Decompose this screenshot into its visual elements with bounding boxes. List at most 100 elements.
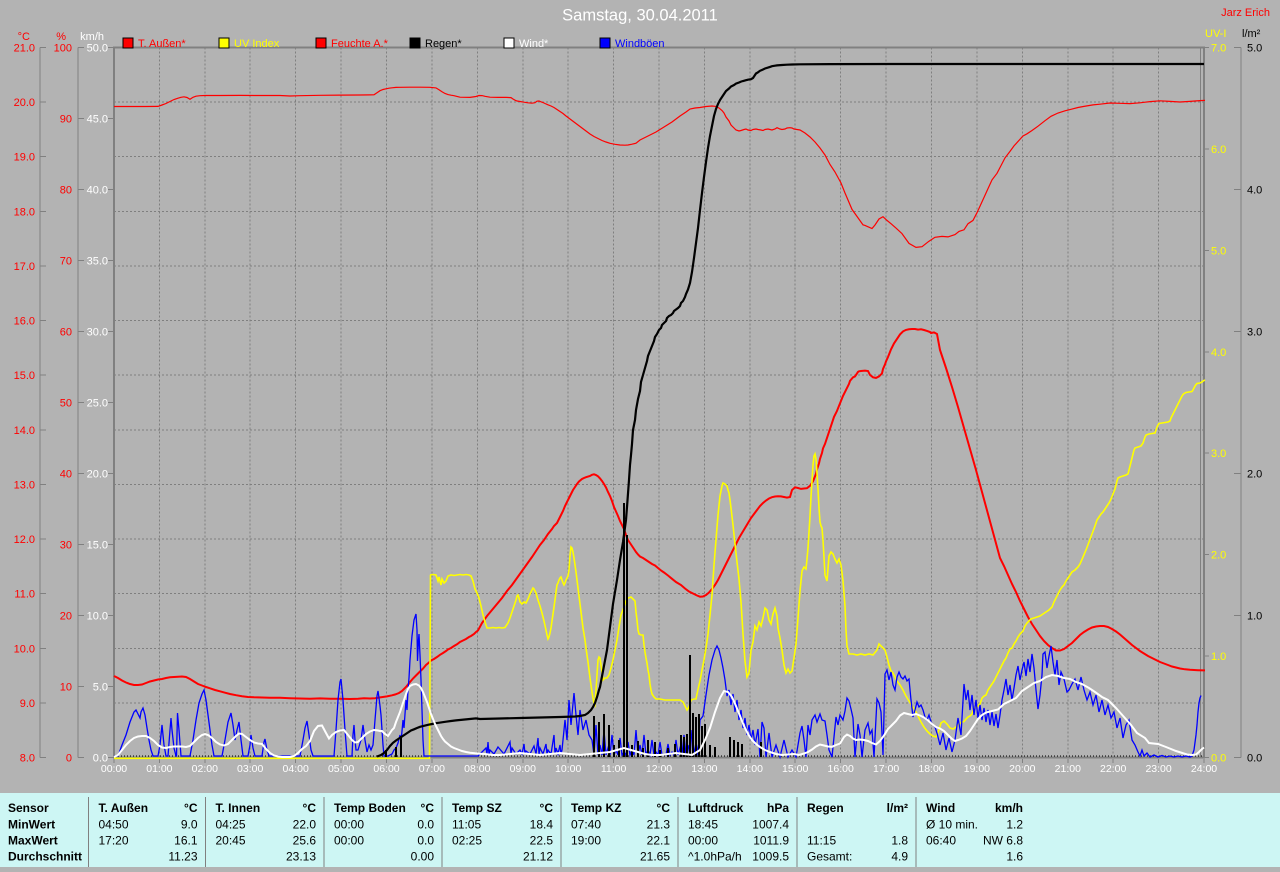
svg-text:07:40: 07:40 [571, 818, 601, 832]
svg-text:10.0: 10.0 [14, 643, 35, 655]
svg-text:°C: °C [540, 801, 554, 815]
svg-text:hPa: hPa [767, 801, 789, 815]
svg-text:8.0: 8.0 [20, 753, 35, 765]
svg-text:Wind*: Wind* [519, 38, 549, 50]
svg-text:18.0: 18.0 [14, 206, 35, 218]
svg-text:9.0: 9.0 [181, 818, 198, 832]
svg-text:07:00: 07:00 [419, 763, 445, 775]
svg-text:°C: °C [184, 801, 198, 815]
svg-text:04:25: 04:25 [216, 818, 246, 832]
svg-text:23:00: 23:00 [1145, 763, 1171, 775]
svg-text:19:00: 19:00 [571, 834, 601, 848]
svg-text:21.65: 21.65 [640, 850, 670, 864]
svg-text:km/h: km/h [80, 31, 104, 43]
svg-text:00:00: 00:00 [688, 834, 718, 848]
svg-text:05:00: 05:00 [328, 763, 354, 775]
svg-text:1.0: 1.0 [1247, 611, 1262, 623]
svg-text:1011.9: 1011.9 [753, 834, 789, 848]
svg-text:°C: °C [657, 801, 671, 815]
svg-text:25.6: 25.6 [293, 834, 317, 848]
svg-text:Luftdruck: Luftdruck [688, 801, 744, 815]
svg-text:17.0: 17.0 [14, 261, 35, 273]
svg-text:5.0: 5.0 [1247, 43, 1262, 55]
svg-text:40: 40 [60, 469, 72, 481]
svg-text:11.23: 11.23 [168, 850, 197, 864]
svg-text:22:00: 22:00 [1100, 763, 1126, 775]
svg-text:18:00: 18:00 [918, 763, 944, 775]
svg-text:NW 6.8: NW 6.8 [983, 834, 1023, 848]
svg-text:60: 60 [60, 327, 72, 339]
svg-text:22.1: 22.1 [647, 834, 671, 848]
svg-text:10:00: 10:00 [555, 763, 581, 775]
svg-text:4.0: 4.0 [1247, 185, 1262, 197]
svg-text:01:00: 01:00 [146, 763, 172, 775]
svg-text:0.0: 0.0 [417, 834, 434, 848]
svg-text:20: 20 [60, 611, 72, 623]
svg-text:1.8: 1.8 [891, 834, 908, 848]
svg-text:4.9: 4.9 [891, 850, 908, 864]
svg-text:Temp SZ: Temp SZ [452, 801, 502, 815]
svg-text:24:00: 24:00 [1191, 763, 1217, 775]
svg-text:50: 50 [60, 398, 72, 410]
svg-text:08:00: 08:00 [464, 763, 490, 775]
svg-text:Durchschnitt: Durchschnitt [8, 850, 82, 864]
svg-text:Gesamt:: Gesamt: [807, 850, 852, 864]
svg-text:2.0: 2.0 [1247, 469, 1262, 481]
svg-text:1007.4: 1007.4 [752, 818, 789, 832]
svg-text:14:00: 14:00 [737, 763, 763, 775]
svg-text:T. Außen*: T. Außen* [138, 38, 186, 50]
svg-text:03:00: 03:00 [237, 763, 263, 775]
svg-text:20.0: 20.0 [14, 97, 35, 109]
svg-text:20.0: 20.0 [87, 469, 108, 481]
svg-text:19:00: 19:00 [964, 763, 990, 775]
svg-text:1.2: 1.2 [1006, 818, 1023, 832]
svg-text:Temp Boden: Temp Boden [334, 801, 406, 815]
svg-text:3.0: 3.0 [1211, 448, 1226, 460]
svg-text:16:00: 16:00 [828, 763, 854, 775]
svg-text:Jarz Erich: Jarz Erich [1221, 7, 1270, 19]
svg-text:°C: °C [18, 31, 30, 43]
svg-text:Feuchte A.*: Feuchte A.* [331, 38, 389, 50]
svg-text:0.00: 0.00 [411, 850, 435, 864]
svg-text:40.0: 40.0 [87, 185, 108, 197]
svg-text:22.5: 22.5 [530, 834, 554, 848]
svg-text:23.13: 23.13 [286, 850, 316, 864]
svg-text:Regen: Regen [807, 801, 844, 815]
svg-text:11:00: 11:00 [601, 763, 627, 775]
svg-text:11.0: 11.0 [14, 589, 35, 601]
svg-text:13:00: 13:00 [691, 763, 717, 775]
svg-text:Regen*: Regen* [425, 38, 462, 50]
svg-text:5.0: 5.0 [1211, 245, 1226, 257]
svg-text:30.0: 30.0 [87, 327, 108, 339]
svg-text:UV-I: UV-I [1205, 28, 1226, 40]
svg-text:5.0: 5.0 [93, 682, 108, 694]
svg-text:l/m²: l/m² [887, 801, 908, 815]
svg-text:l/m²: l/m² [1242, 28, 1261, 40]
svg-text:%: % [56, 31, 66, 43]
svg-text:21:00: 21:00 [1055, 763, 1081, 775]
svg-text:°C: °C [421, 801, 435, 815]
svg-text:7.0: 7.0 [1211, 43, 1226, 55]
svg-text:T. Außen: T. Außen [99, 801, 149, 815]
svg-text:3.0: 3.0 [1247, 327, 1262, 339]
svg-text:Ø 10 min.: Ø 10 min. [926, 818, 978, 832]
svg-text:6.0: 6.0 [1211, 144, 1226, 156]
svg-text:Wind: Wind [926, 801, 955, 815]
svg-text:14.0: 14.0 [14, 425, 35, 437]
svg-text:30: 30 [60, 540, 72, 552]
svg-text:Sensor: Sensor [8, 801, 49, 815]
svg-text:100: 100 [54, 43, 72, 55]
svg-text:0.0: 0.0 [417, 818, 434, 832]
svg-text:Windböen: Windböen [615, 38, 665, 50]
svg-text:09:00: 09:00 [510, 763, 536, 775]
svg-text:MaxWert: MaxWert [8, 834, 58, 848]
svg-text:0: 0 [66, 753, 72, 765]
svg-text:Temp KZ: Temp KZ [571, 801, 621, 815]
svg-text:15.0: 15.0 [14, 370, 35, 382]
svg-text:km/h: km/h [995, 801, 1023, 815]
svg-text:35.0: 35.0 [87, 256, 108, 268]
svg-text:0.0: 0.0 [1247, 753, 1262, 765]
svg-text:02:00: 02:00 [192, 763, 218, 775]
svg-text:00:00: 00:00 [334, 818, 364, 832]
svg-text:21.12: 21.12 [523, 850, 553, 864]
